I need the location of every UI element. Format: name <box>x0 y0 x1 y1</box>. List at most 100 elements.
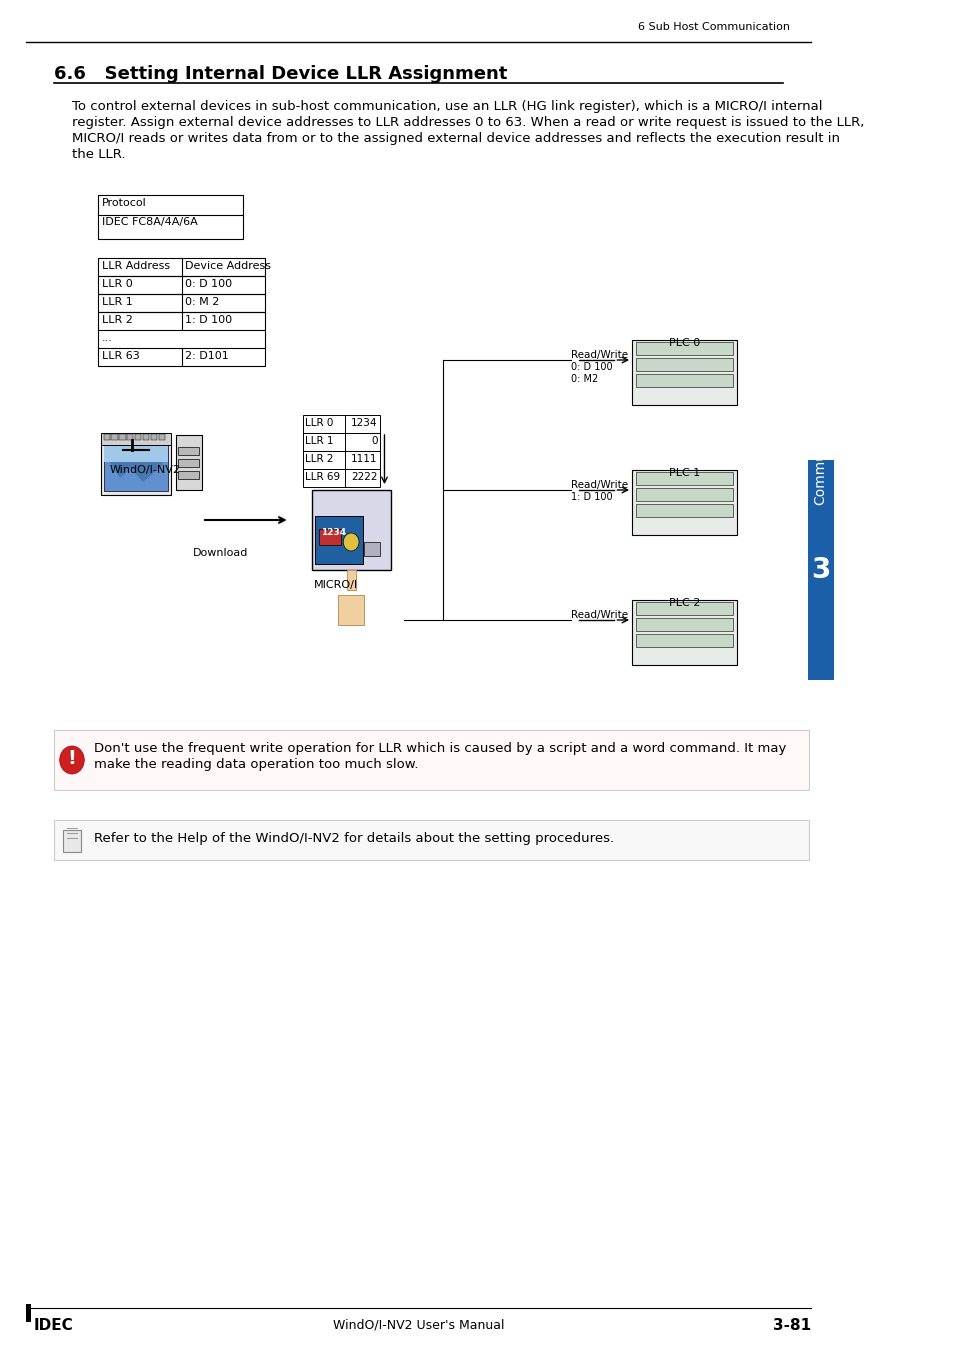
Text: IDEC: IDEC <box>33 1318 73 1332</box>
Text: Don't use the frequent write operation for LLR which is caused by a script and a: Don't use the frequent write operation f… <box>93 743 785 755</box>
Text: LLR 63: LLR 63 <box>102 351 139 360</box>
Text: To control external devices in sub-host communication, use an LLR (HG link regis: To control external devices in sub-host … <box>71 100 821 113</box>
Text: 0: D 100: 0: D 100 <box>185 279 233 289</box>
Bar <box>98 258 265 275</box>
Text: 0: 0 <box>371 436 377 446</box>
Text: Device Address: Device Address <box>185 261 271 271</box>
Bar <box>636 618 732 630</box>
Bar <box>337 595 364 625</box>
Text: IDEC FC8A/4A/6A: IDEC FC8A/4A/6A <box>102 217 197 227</box>
Text: Protocol: Protocol <box>102 198 147 208</box>
Text: 3-81: 3-81 <box>772 1318 810 1332</box>
Bar <box>631 599 737 666</box>
Text: Download: Download <box>193 548 248 558</box>
Text: PLC 2: PLC 2 <box>668 598 700 608</box>
Bar <box>302 468 379 487</box>
Bar <box>135 433 141 440</box>
Text: register. Assign external device addresses to LLR addresses 0 to 63. When a read: register. Assign external device address… <box>71 116 863 130</box>
Bar <box>312 490 390 570</box>
Bar <box>112 433 117 440</box>
Text: Communication: Communication <box>813 396 827 505</box>
Text: Read/Write: Read/Write <box>570 610 627 620</box>
Bar <box>175 435 202 490</box>
Bar <box>104 444 168 491</box>
Bar <box>54 730 808 790</box>
Text: 1234: 1234 <box>351 418 377 428</box>
Text: the LLR.: the LLR. <box>71 148 126 161</box>
Circle shape <box>343 533 358 551</box>
Text: Refer to the Help of the WindO/I-NV2 for details about the setting procedures.: Refer to the Help of the WindO/I-NV2 for… <box>93 832 614 845</box>
Text: 3: 3 <box>810 556 829 585</box>
Text: 6 Sub Host Communication: 6 Sub Host Communication <box>638 22 789 32</box>
Bar <box>101 440 171 495</box>
Bar <box>636 504 732 517</box>
Text: !: ! <box>68 748 76 768</box>
Text: 1111: 1111 <box>351 454 377 464</box>
Bar <box>302 414 379 433</box>
Bar <box>104 440 168 462</box>
Bar <box>636 602 732 616</box>
Bar <box>54 819 808 860</box>
Polygon shape <box>108 435 162 482</box>
Bar <box>98 194 243 239</box>
Bar <box>178 459 199 467</box>
Bar <box>178 447 199 455</box>
Bar <box>98 312 265 329</box>
Text: ...: ... <box>102 333 112 343</box>
Text: Read/Write: Read/Write <box>570 350 627 360</box>
Text: 2: D101: 2: D101 <box>185 351 229 360</box>
Bar <box>104 433 110 440</box>
Text: WindO/I-NV2 User's Manual: WindO/I-NV2 User's Manual <box>333 1318 504 1331</box>
Bar <box>346 570 355 590</box>
Bar <box>159 433 165 440</box>
Text: 0: M 2: 0: M 2 <box>185 297 219 306</box>
Bar <box>98 348 265 366</box>
Text: 2222: 2222 <box>351 472 377 482</box>
Text: LLR 0: LLR 0 <box>102 279 132 289</box>
Bar <box>636 634 732 647</box>
Text: LLR Address: LLR Address <box>102 261 170 271</box>
Text: LLR 69: LLR 69 <box>305 472 340 482</box>
Text: make the reading data operation too much slow.: make the reading data operation too much… <box>93 757 418 771</box>
Text: 0: D 100
0: M2: 0: D 100 0: M2 <box>570 362 612 383</box>
Text: WindO/I-NV2: WindO/I-NV2 <box>110 464 180 475</box>
Bar <box>631 340 737 405</box>
Bar <box>636 472 732 485</box>
Bar <box>318 529 340 545</box>
Text: PLC 0: PLC 0 <box>668 338 700 348</box>
Text: LLR 0: LLR 0 <box>305 418 334 428</box>
Text: MICRO/I: MICRO/I <box>313 580 357 590</box>
Text: LLR 1: LLR 1 <box>305 436 334 446</box>
Bar <box>314 516 363 564</box>
Bar <box>143 433 149 440</box>
Text: LLR 1: LLR 1 <box>102 297 132 306</box>
Text: LLR 2: LLR 2 <box>102 315 132 325</box>
Bar <box>807 460 833 680</box>
Bar <box>631 470 737 535</box>
Bar <box>98 294 265 312</box>
Text: PLC 1: PLC 1 <box>668 468 700 478</box>
Text: 1: D 100: 1: D 100 <box>570 491 612 502</box>
Text: 1234: 1234 <box>321 528 346 537</box>
Bar <box>151 433 157 440</box>
Bar <box>302 433 379 451</box>
Text: 6.6   Setting Internal Device LLR Assignment: 6.6 Setting Internal Device LLR Assignme… <box>54 65 507 82</box>
Bar <box>63 830 81 852</box>
Bar <box>178 471 199 479</box>
Bar <box>636 374 732 387</box>
Text: Read/Write: Read/Write <box>570 481 627 490</box>
Bar <box>636 342 732 355</box>
Bar <box>636 487 732 501</box>
Bar <box>101 433 171 446</box>
Text: MICRO/I reads or writes data from or to the assigned external device addresses a: MICRO/I reads or writes data from or to … <box>71 132 839 144</box>
Bar <box>127 433 133 440</box>
Circle shape <box>60 747 84 774</box>
Text: LLR 2: LLR 2 <box>305 454 334 464</box>
Bar <box>302 451 379 468</box>
Bar <box>27 1304 30 1322</box>
Bar <box>636 358 732 371</box>
Text: 1: D 100: 1: D 100 <box>185 315 233 325</box>
Bar <box>119 433 126 440</box>
Bar <box>364 541 379 556</box>
Bar <box>98 275 265 294</box>
